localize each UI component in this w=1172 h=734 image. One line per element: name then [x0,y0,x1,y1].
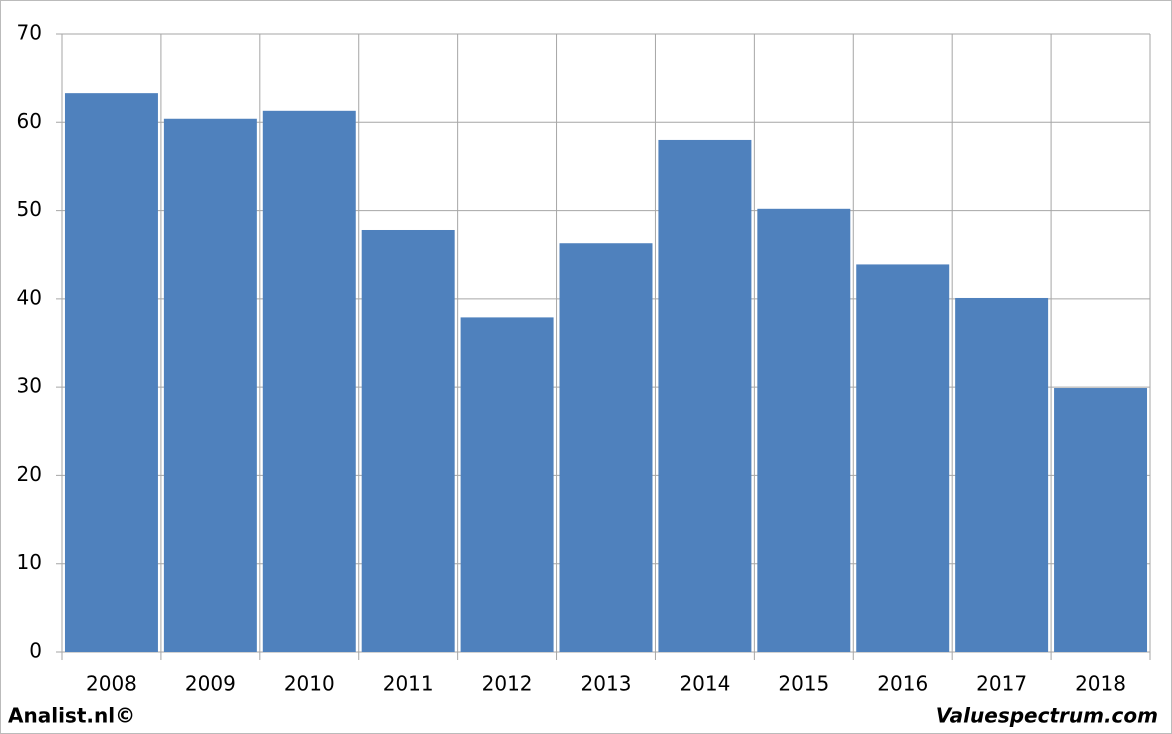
bar [361,229,455,652]
bar [856,264,950,652]
x-tick-label: 2013 [581,672,632,696]
y-tick-label: 30 [17,374,42,398]
bar [559,243,653,653]
x-tick-label: 2010 [284,672,335,696]
x-tick-label: 2008 [86,672,137,696]
x-tick-label: 2009 [185,672,236,696]
x-tick-label: 2011 [383,672,434,696]
y-tick-label: 10 [17,550,42,574]
y-tick-label: 40 [17,285,42,309]
footer-left: Analist.nl© [8,704,135,728]
bar [262,110,356,652]
x-tick-label: 2012 [482,672,533,696]
bar [955,297,1049,652]
x-tick-label: 2014 [679,672,730,696]
bar [163,118,257,653]
bar [64,93,158,652]
x-tick-label: 2017 [976,672,1027,696]
y-tick-label: 0 [29,639,42,663]
bar [658,139,752,652]
footer-right: Valuespectrum.com [936,704,1158,728]
x-tick-label: 2016 [877,672,928,696]
bar [757,208,851,652]
y-tick-label: 50 [17,197,42,221]
bar [1054,388,1148,652]
y-tick-label: 60 [17,109,42,133]
y-tick-label: 70 [17,21,42,45]
bar [460,317,554,652]
y-tick-label: 20 [17,462,42,486]
x-tick-label: 2018 [1075,672,1126,696]
x-tick-label: 2015 [778,672,829,696]
